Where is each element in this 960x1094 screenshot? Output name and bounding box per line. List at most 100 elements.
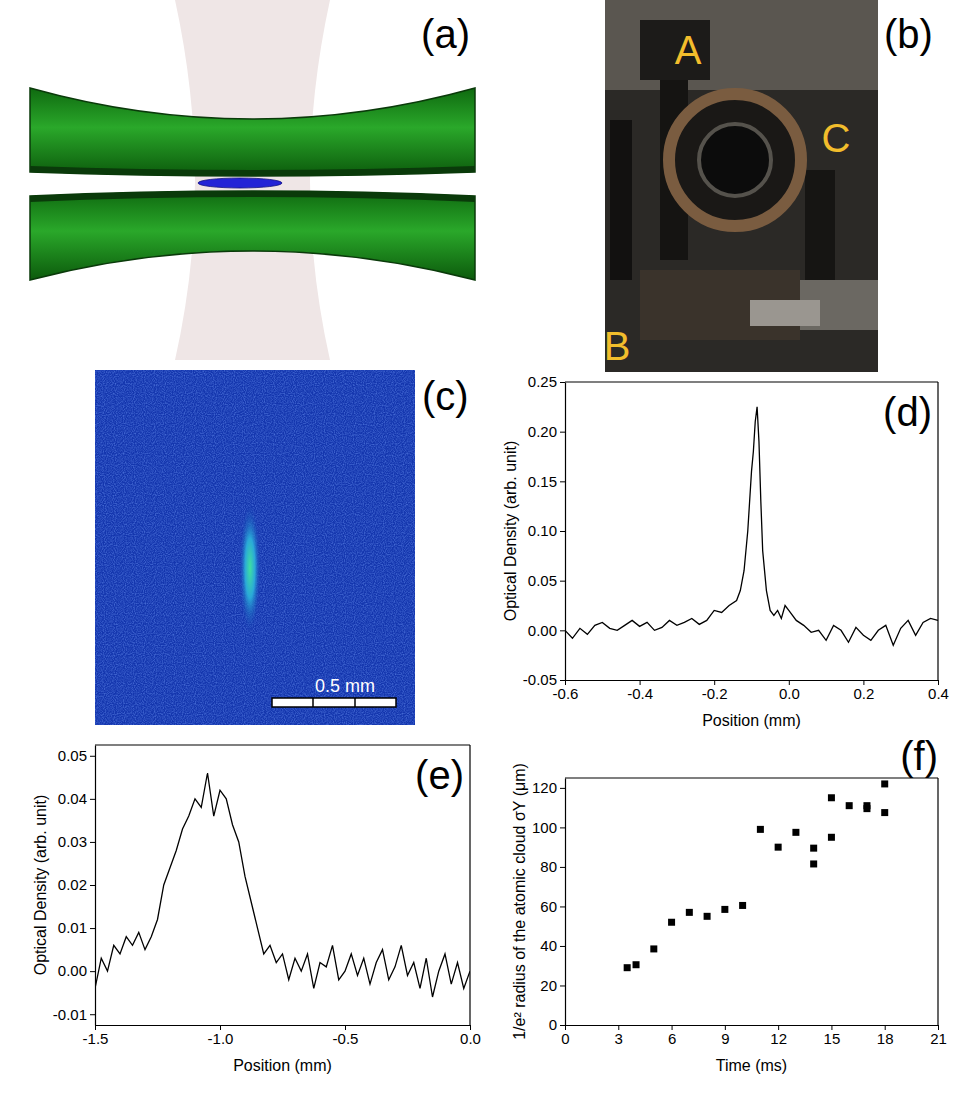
frame xyxy=(937,382,938,680)
frame xyxy=(469,745,470,1025)
tick: 6 xyxy=(668,1025,676,1047)
data-point xyxy=(828,834,835,841)
photo-part xyxy=(640,20,710,80)
tick-label: -1.0 xyxy=(208,1030,234,1047)
tick: 0.0 xyxy=(779,680,800,702)
tick-mark xyxy=(90,1014,95,1015)
x-axis-title: Time (ms) xyxy=(716,1057,787,1074)
tick: 0.2 xyxy=(853,680,874,702)
data-point xyxy=(775,844,782,851)
data-line xyxy=(95,773,470,997)
tick-label: -0.2 xyxy=(702,685,728,702)
tick: 12 xyxy=(770,1025,787,1047)
tick-mark xyxy=(90,756,95,757)
data-point xyxy=(721,906,728,913)
tick: 3 xyxy=(615,1025,623,1047)
tick-label: 0 xyxy=(561,1030,569,1047)
x-axis-title: Position (mm) xyxy=(233,1057,332,1074)
tick-label: 120 xyxy=(532,779,557,796)
tick: 0.03 xyxy=(58,833,95,850)
data-point xyxy=(704,913,711,920)
atom-cloud-image xyxy=(239,502,261,634)
tick-label: 20 xyxy=(540,977,557,994)
tick-mark xyxy=(560,1025,565,1026)
tick: 9 xyxy=(721,1025,729,1047)
tick: 60 xyxy=(540,898,565,915)
data-point xyxy=(828,794,835,801)
scale-bar-label: 0.5 mm xyxy=(315,676,375,696)
y-axis-title: Optical Density (arb. unit) xyxy=(32,795,49,976)
tick-mark xyxy=(90,799,95,800)
tick-mark xyxy=(90,928,95,929)
tick-label: 6 xyxy=(668,1030,676,1047)
tick-label: 0.01 xyxy=(58,919,87,936)
photo-part xyxy=(750,300,820,326)
panel-letter: (a) xyxy=(421,12,470,56)
panel-letter: (b) xyxy=(884,12,933,56)
scale-bar-tick xyxy=(312,698,314,707)
data-point xyxy=(633,961,640,968)
chart: -1.5-1.0-0.50.0-0.010.000.010.020.030.04… xyxy=(32,745,481,1074)
chart: -0.6-0.4-0.20.00.20.4-0.050.000.050.100.… xyxy=(502,373,949,729)
tick-label: 0.00 xyxy=(528,622,557,639)
image xyxy=(95,370,415,725)
axis-line xyxy=(96,1025,471,1026)
axis-line xyxy=(566,1025,939,1026)
data-point xyxy=(881,780,888,787)
panel-b: ABC xyxy=(604,0,878,372)
tick-label: 0.05 xyxy=(528,572,557,589)
photo-label: C xyxy=(822,116,851,160)
tick: 0.00 xyxy=(58,962,95,979)
tick: 0.4 xyxy=(928,680,949,702)
tick: 0.00 xyxy=(528,622,565,639)
frame xyxy=(565,777,938,778)
tick-label: 3 xyxy=(615,1030,623,1047)
tick: 0 xyxy=(561,1025,569,1047)
panel-letter: (e) xyxy=(415,753,464,797)
image-noise xyxy=(95,370,415,725)
tick: -0.5 xyxy=(333,1025,359,1047)
data-point xyxy=(863,802,870,809)
tick: 0.05 xyxy=(58,747,95,764)
tick-mark xyxy=(560,630,565,631)
data-point xyxy=(739,902,746,909)
tick-label: 0.0 xyxy=(779,685,800,702)
data-point xyxy=(846,802,853,809)
tick-mark xyxy=(560,382,565,383)
tick-label: 100 xyxy=(532,819,557,836)
tick-label: -0.05 xyxy=(523,671,557,688)
tube-edge xyxy=(30,166,475,176)
plot-area xyxy=(624,780,889,971)
tick-label: 18 xyxy=(877,1030,894,1047)
x-axis: -0.6-0.4-0.20.00.20.4 xyxy=(553,680,949,702)
x-axis: 036912151821 xyxy=(561,1025,947,1047)
frame xyxy=(937,778,938,1025)
tick: 0.02 xyxy=(58,876,95,893)
data-point xyxy=(686,909,693,916)
tick-mark xyxy=(560,985,565,986)
tick-mark xyxy=(560,581,565,582)
x-axis-title: Position (mm) xyxy=(702,712,801,729)
data-point xyxy=(757,826,764,833)
tick-mark xyxy=(560,906,565,907)
photo-label: B xyxy=(604,324,631,368)
tube xyxy=(30,88,475,176)
axis-line xyxy=(566,680,939,681)
tick: 0.25 xyxy=(528,373,565,390)
data-point xyxy=(650,945,657,952)
data-point xyxy=(881,809,888,816)
tick: -0.01 xyxy=(53,1006,95,1023)
tick-label: 0 xyxy=(549,1016,557,1033)
tick-mark xyxy=(560,432,565,433)
plot-area xyxy=(95,773,470,997)
tick: 40 xyxy=(540,937,565,954)
tick-label: -0.4 xyxy=(627,685,653,702)
tick-label: -0.01 xyxy=(53,1006,87,1023)
tick: -0.2 xyxy=(702,680,728,702)
figure: (a)ABC(b)0.5 mm(c)-0.6-0.4-0.20.00.20.4-… xyxy=(0,0,960,1094)
rotation-mount-inner xyxy=(699,124,771,196)
tick-label: 0.05 xyxy=(58,747,87,764)
tick-label: 9 xyxy=(721,1030,729,1047)
tick: 20 xyxy=(540,977,565,994)
photo-part xyxy=(610,120,632,280)
